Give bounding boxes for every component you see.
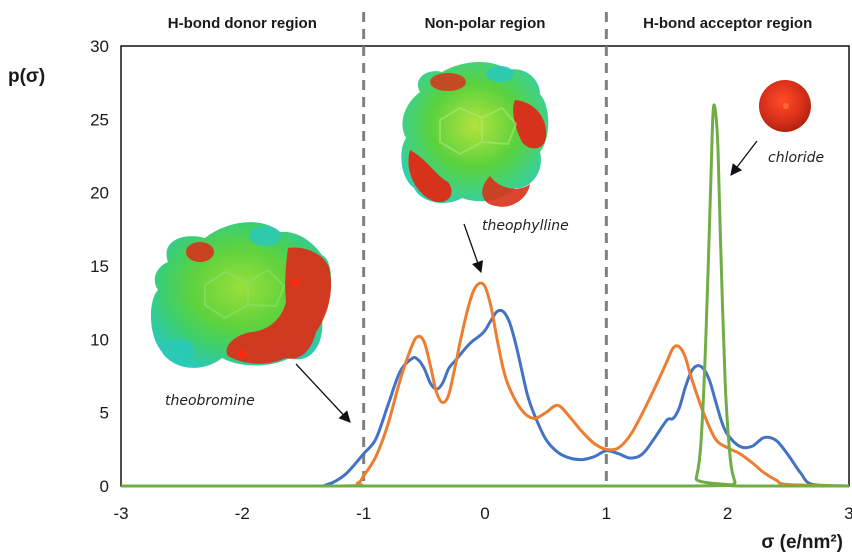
y-tick-label-0: 0 [100,477,109,496]
x-tick-label-5: 2 [723,504,732,523]
y-tick-label-5: 25 [90,110,109,129]
x-axis-title: σ (e/nm²) [761,532,843,553]
x-tick-label-3: 0 [480,504,489,523]
annotations: theobromine theophylline chloride [165,140,824,423]
y-tick-label-1: 5 [100,404,109,423]
y-axis-title: p(σ) [8,66,45,87]
theobromine-molecule-image [150,222,332,368]
series-line-1 [121,281,850,488]
x-tick-label-0: -3 [113,504,128,523]
region-label-2: H-bond acceptor region [643,15,812,32]
chloride-ion-image [759,80,811,132]
region-labels: H-bond donor region Non-polar region H-bon… [168,15,812,32]
y-tick-label-3: 15 [90,257,109,276]
y-tick-label-2: 10 [90,330,109,349]
annotation-theophylline: theophylline [482,218,569,234]
y-tick-label-4: 20 [90,184,109,203]
annotation-chloride: chloride [768,150,824,166]
series-line-2 [121,103,849,488]
molecule-illustrations [150,61,811,368]
arrow-chloride [730,140,758,176]
x-tick-label-1: -2 [235,504,250,523]
x-tick-label-6: 3 [844,504,852,523]
region-label-1: Non-polar region [425,15,546,32]
y-tick-labels: 0 5 10 15 20 25 30 [90,37,109,496]
x-tick-label-2: -1 [356,504,371,523]
region-dividers [362,12,608,486]
x-tick-labels: -3 -2 -1 0 1 2 3 [113,504,852,523]
y-tick-label-6: 30 [90,37,109,56]
theophylline-molecule-image [401,61,549,207]
series-line-0 [121,308,850,488]
arrow-theophylline [463,223,483,274]
arrow-theobromine [295,363,351,423]
annotation-theobromine: theobromine [165,393,255,409]
region-label-0: H-bond donor region [168,15,317,32]
x-tick-label-4: 1 [602,504,611,523]
series-lines [121,103,850,488]
